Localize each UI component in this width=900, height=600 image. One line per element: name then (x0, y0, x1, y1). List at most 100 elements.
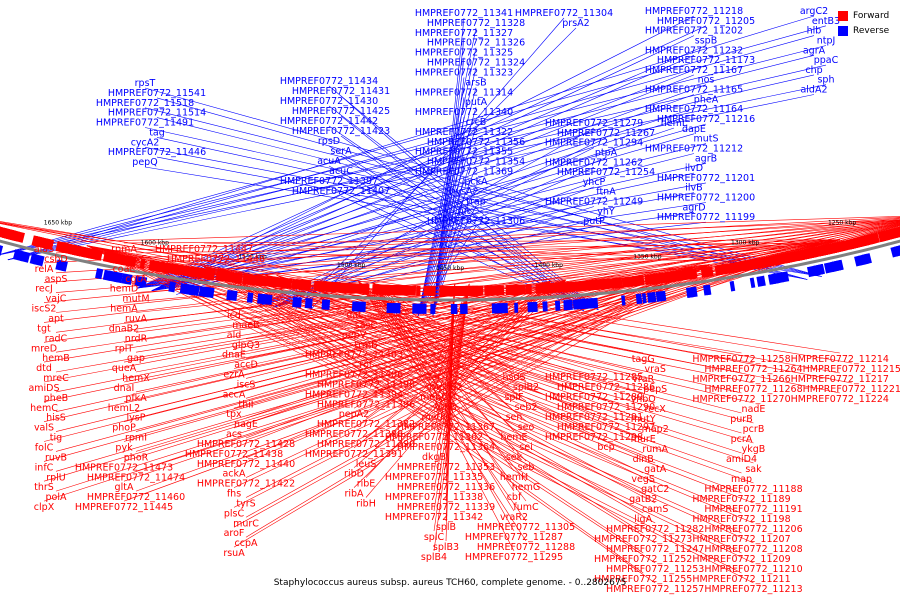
gene-label: entB3 (812, 16, 840, 27)
reverse-feature (168, 281, 176, 293)
gene-label: valS (34, 423, 54, 434)
gene-label: HMPREF0772_11407 (292, 186, 390, 197)
gene-label: rplU (46, 472, 66, 483)
forward-feature (0, 226, 7, 239)
gene-label: HMPREF0772_11434 (280, 76, 378, 87)
forward-feature (797, 249, 805, 261)
reverse-feature (590, 297, 599, 309)
label-connector (137, 104, 707, 289)
legend-label-forward: Forward (853, 10, 890, 21)
gene-label: HMPREF0772_11391 (305, 449, 403, 460)
gene-label: HMPREF0772_11314 (415, 87, 513, 98)
gene-label: splB4 (421, 552, 447, 563)
gene-label: hit (458, 206, 471, 217)
forward-feature (570, 281, 578, 292)
gene-label: ytkD (435, 402, 457, 413)
gene-label: vraR2 (500, 512, 528, 523)
forward-feature (496, 285, 505, 296)
forward-feature (664, 272, 670, 283)
label-connector (295, 27, 577, 310)
forward-feature (631, 275, 640, 287)
gene-label: ftnA (596, 187, 616, 198)
label-connector (358, 281, 527, 542)
gene-label: HMPREF0772_11215 (803, 364, 900, 375)
label-connector (7, 94, 815, 261)
label-connector (7, 15, 815, 261)
gene-label: HMPREF0772_11201 (657, 173, 755, 184)
gene-label: seb (518, 462, 535, 473)
gene-label: HMPREF0772_11326 (427, 38, 525, 49)
forward-feature (578, 280, 586, 292)
label-connector (43, 216, 900, 244)
gene-label: splF (504, 392, 523, 403)
forward-feature (4, 228, 18, 241)
label-connector (372, 282, 515, 492)
gene-label: splB (436, 522, 456, 533)
gene-label: HMPREF0772_11423 (292, 126, 390, 137)
forward-feature (222, 271, 232, 283)
reverse-feature (858, 253, 869, 266)
gene-label: HMPREF0772_11336 (397, 482, 495, 493)
gene-label: HMPREF0772_11398 (317, 379, 415, 390)
gene-label: HMPREF0772_11353 (397, 462, 495, 473)
gene-label: ribA (344, 489, 364, 500)
kbp-tick-label: 1650 kbp (44, 220, 72, 227)
gene-label: argC2 (800, 6, 828, 17)
gene-label: hemL2 (108, 403, 140, 414)
forward-feature (303, 279, 312, 291)
gene-label: HMPREF0772_11217 (791, 374, 889, 385)
gene-label: HMPREF0772_11473 (75, 462, 173, 473)
forward-feature (385, 284, 392, 295)
label-connector (217, 268, 644, 534)
gene-label: HMPREF0772_11440 (197, 459, 295, 470)
gene-label: gltA (115, 482, 134, 493)
label-connector (215, 252, 731, 262)
gene-label: tal (428, 372, 440, 383)
forward-feature (256, 275, 268, 287)
forward-feature (120, 254, 128, 266)
gene-label: cgtA (125, 274, 147, 285)
reverse-feature (430, 303, 436, 314)
label-connector (135, 242, 826, 254)
kbp-tick-label: 1250 kbp (828, 220, 856, 227)
gene-label: HMPREF0772_11209 (692, 554, 790, 565)
gene-label: HMPREF0772_11356 (427, 137, 525, 148)
label-connector (365, 280, 552, 419)
reverse-feature (351, 301, 362, 312)
label-connector (144, 107, 822, 277)
gene-label: dtd (36, 363, 52, 374)
gene-label: HMPREF0772_11323 (415, 68, 513, 79)
gene-label: HMPREF0772_11446 (108, 147, 206, 158)
gene-label: HMPREF0772_11430 (280, 96, 378, 107)
gene-label: HMPREF0772_11367 (397, 422, 495, 433)
label-connector (43, 222, 900, 422)
reverse-feature (360, 301, 366, 312)
gene-label: relA (35, 264, 54, 275)
gene-label: mreC (43, 373, 69, 384)
forward-feature (647, 274, 653, 285)
gene-label: HMPREF0772_11541 (108, 88, 206, 99)
gene-label: HMPREF0772_11205 (657, 16, 755, 27)
gene-label: menC (420, 392, 448, 403)
label-connector (233, 264, 710, 528)
gene-label: ackA (222, 469, 246, 480)
forward-feature (542, 283, 552, 294)
reverse-feature (756, 275, 766, 287)
gene-label: HMPREF0772_11297 (557, 422, 655, 433)
gene-label: vraR (632, 374, 654, 385)
reverse-feature (749, 277, 756, 289)
reverse-feature (450, 303, 458, 314)
gene-label: dnaE (222, 350, 246, 361)
forward-feature (614, 277, 619, 289)
kbp-ticks: 1650 kbp 1600 kbp 1550 kbp 1500 kbp 1450 kbp… (44, 220, 857, 272)
gene-label: ccpA (235, 538, 258, 549)
gene-label: HMPREF0772_11206 (704, 524, 802, 535)
legend-label-reverse: Reverse (853, 25, 890, 36)
gene-label: rpsT (135, 78, 156, 89)
forward-feature (40, 237, 49, 249)
reverse-feature (768, 273, 781, 285)
feature-arrows (0, 226, 900, 314)
gene-label: ruvB (45, 452, 67, 463)
gene-label: recJ (35, 284, 53, 295)
label-connector (245, 266, 696, 478)
